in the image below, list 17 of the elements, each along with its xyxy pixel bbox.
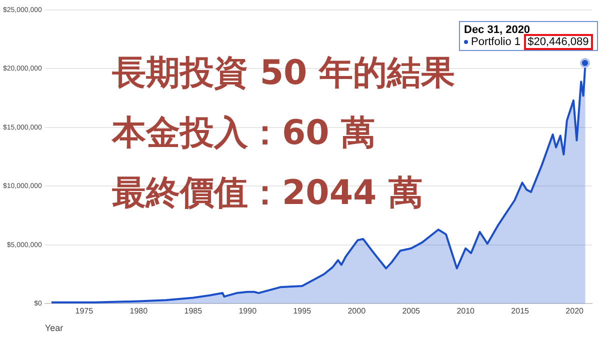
annotation: 最終價值：2044 萬: [112, 172, 422, 215]
x-tick-label: 1995: [293, 306, 312, 316]
x-tick-label: 2005: [402, 306, 421, 316]
x-tick-label: 2020: [566, 306, 584, 316]
x-tick-label: 2010: [456, 306, 476, 316]
x-tick-label: 1985: [184, 306, 203, 316]
x-tick-label: 1990: [238, 306, 258, 316]
x-tick-label: 2000: [348, 306, 366, 316]
outline-box: $20,446,089: [524, 34, 593, 50]
annotation: 本金投入：60 萬: [112, 112, 376, 155]
annotation: Dec 31, 2020: [464, 24, 532, 36]
x-tick-label: 1975: [75, 306, 94, 316]
x-tick-label: 2015: [511, 306, 530, 316]
annotation: 長期投資 50 年的結果: [112, 52, 455, 95]
x-tick-label: 1980: [130, 306, 148, 316]
legend-label: Portfolio 1: [471, 36, 521, 48]
x-axis-title: Year: [44, 323, 64, 334]
